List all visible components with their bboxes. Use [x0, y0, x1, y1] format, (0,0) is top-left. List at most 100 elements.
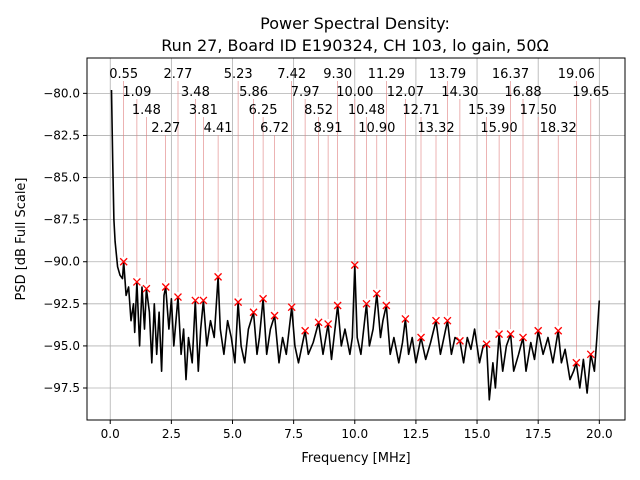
y-tick-label: −82.5	[43, 128, 80, 142]
peak-marker	[287, 303, 296, 312]
peak-marker	[554, 326, 563, 335]
x-marker-stroke	[417, 333, 426, 342]
peak-marker	[132, 277, 141, 286]
x-marker-stroke	[199, 296, 208, 305]
peak-label: 16.88	[504, 85, 541, 100]
y-tick-label: −87.5	[43, 213, 80, 227]
x-marker-stroke	[301, 326, 310, 335]
peak-label: 2.77	[164, 67, 193, 82]
x-tick-label: 2.5	[162, 427, 181, 441]
x-marker-stroke	[455, 336, 464, 345]
peak-marker	[191, 296, 200, 305]
x-marker-stroke	[191, 296, 200, 305]
x-tick-label: 0.0	[101, 427, 120, 441]
x-tick-label: 20.0	[586, 427, 613, 441]
x-marker-stroke	[161, 283, 170, 291]
peak-label: 12.07	[387, 85, 424, 100]
x-marker-stroke	[270, 311, 279, 320]
peak-label: 8.52	[304, 103, 333, 118]
x-axis: 0.0 2.5 5.0 7.5 10.0 12.5 15.0 17.5 20.0	[101, 420, 613, 441]
peak-label: 4.41	[204, 121, 233, 136]
y-tick-label: −90.0	[43, 255, 80, 269]
peak-label: 14.30	[441, 85, 478, 100]
x-marker-stroke	[287, 303, 296, 312]
peak-label: 18.32	[540, 121, 577, 136]
peak-marker	[314, 318, 323, 327]
peak-label: 9.30	[323, 67, 352, 82]
x-marker-stroke	[132, 277, 141, 286]
x-tick-label: 10.0	[341, 427, 368, 441]
peak-marker	[455, 336, 464, 345]
peak-label: 10.00	[336, 85, 373, 100]
peak-label: 19.06	[558, 67, 595, 82]
peak-marker	[249, 308, 258, 317]
peak-label: 1.48	[132, 103, 161, 118]
chart-subtitle: Run 27, Board ID E190324, CH 103, lo gai…	[161, 36, 549, 55]
peak-label: 1.09	[122, 85, 151, 100]
peak-label: 2.27	[151, 121, 180, 136]
x-marker-stroke	[519, 333, 527, 342]
peak-label: 7.42	[277, 67, 306, 82]
y-axis-label: PSD [dB Full Scale]	[14, 177, 29, 300]
x-marker-stroke	[259, 294, 268, 303]
peak-label: 10.48	[348, 103, 385, 118]
peak-label: 11.29	[368, 67, 405, 82]
x-marker-stroke	[324, 320, 333, 328]
peak-label: 5.86	[239, 85, 268, 100]
peak-label: 17.50	[520, 103, 557, 118]
peak-label: 6.25	[249, 103, 278, 118]
x-marker-stroke	[372, 289, 381, 298]
plot-area	[110, 81, 601, 401]
peak-label: 16.37	[492, 67, 529, 82]
x-marker-stroke	[119, 257, 128, 266]
peak-marker	[362, 299, 371, 308]
x-marker-stroke	[506, 330, 515, 339]
peak-marker	[350, 261, 359, 270]
peak-label: 15.39	[468, 103, 505, 118]
axes-frame	[86, 57, 626, 421]
peak-label: 13.32	[417, 121, 454, 136]
peak-marker	[259, 294, 268, 303]
peak-marker	[443, 316, 452, 325]
peak-marker	[382, 301, 391, 310]
peak-marker	[572, 358, 581, 367]
peak-label: 8.91	[314, 121, 343, 136]
x-marker-stroke	[495, 330, 504, 339]
peak-marker	[199, 296, 208, 305]
x-marker-stroke	[249, 308, 258, 317]
peak-marker	[142, 284, 151, 293]
x-tick-label: 5.0	[223, 427, 242, 441]
peak-label: 3.48	[181, 85, 210, 100]
x-tick-label: 17.5	[525, 427, 552, 441]
peak-marker	[417, 333, 426, 342]
peak-label: 10.90	[358, 121, 395, 136]
x-tick-label: 12.5	[403, 427, 430, 441]
peak-label: 15.90	[480, 121, 517, 136]
peak-marker	[214, 272, 223, 281]
x-marker-stroke	[234, 298, 243, 307]
peak-label: 19.65	[572, 85, 609, 100]
x-marker-stroke	[443, 316, 452, 325]
peak-marker	[432, 316, 440, 325]
x-marker-stroke	[362, 299, 371, 308]
x-tick-label: 7.5	[284, 427, 303, 441]
peak-label: 7.97	[291, 85, 320, 100]
x-tick-label: 15.0	[464, 427, 491, 441]
peak-marker	[234, 298, 243, 307]
x-marker-stroke	[572, 358, 581, 367]
psd-line	[110, 89, 601, 401]
x-marker-stroke	[401, 315, 410, 323]
peak-marker	[482, 340, 491, 349]
peak-marker	[534, 326, 543, 335]
peak-marker	[495, 330, 504, 339]
peak-label: 0.55	[109, 67, 138, 82]
peak-labels: 0.55 1.09 1.48 2.27 2.77 3.48 3.81 4.41 5.23 5.86…	[109, 67, 609, 136]
y-tick-label: −85.0	[43, 171, 80, 185]
peak-marker	[333, 301, 342, 310]
y-tick-label: −97.5	[43, 381, 80, 395]
x-marker-stroke	[586, 350, 595, 359]
peak-marker	[324, 320, 333, 328]
peak-label: 6.72	[260, 121, 289, 136]
grid	[87, 58, 625, 420]
